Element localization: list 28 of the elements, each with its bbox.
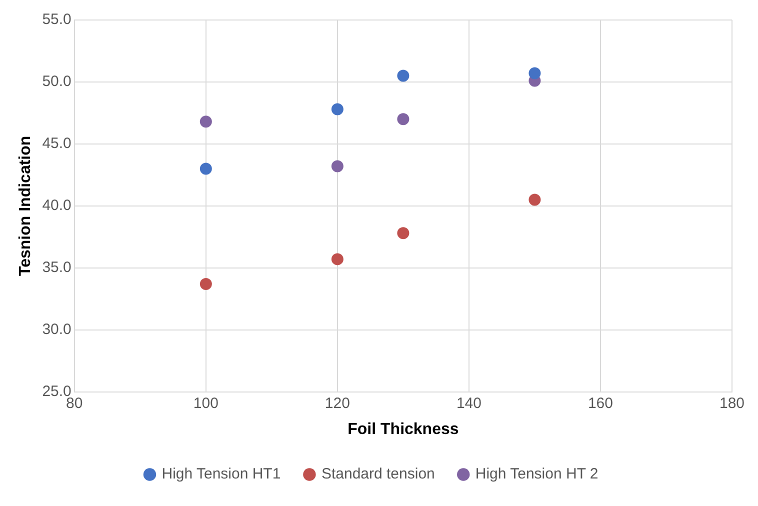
legend-label: High Tension HT 2 — [475, 466, 598, 483]
x-tick-label: 180 — [719, 394, 745, 412]
y-tick-label: 35.0 — [42, 259, 72, 276]
x-tick-label: 120 — [324, 394, 350, 412]
y-axis-title: Tesnion Indication — [17, 136, 34, 276]
y-tick-label: 45.0 — [42, 135, 72, 152]
y-tick-label: 50.0 — [42, 73, 72, 90]
x-tick-label: 80 — [66, 394, 83, 412]
point — [397, 227, 410, 240]
y-tick-label: 55.0 — [42, 11, 72, 28]
point — [331, 160, 344, 172]
y-tick-label: 30.0 — [42, 320, 72, 338]
point — [200, 162, 212, 175]
legend-label: High Tension HT1 — [162, 466, 281, 483]
point — [200, 116, 212, 128]
x-axis-title: Foil Thickness — [348, 420, 459, 438]
x-tick-label: 100 — [193, 394, 218, 412]
point — [331, 253, 344, 266]
legend-label: Standard tension — [321, 466, 435, 483]
point — [397, 70, 410, 82]
point — [528, 67, 541, 80]
y-tick-label: 40.0 — [42, 197, 72, 214]
point — [397, 113, 410, 126]
point — [528, 194, 541, 206]
x-tick-label: 160 — [588, 394, 613, 412]
point — [331, 103, 344, 116]
point — [200, 278, 212, 290]
x-tick-label: 140 — [456, 394, 482, 412]
